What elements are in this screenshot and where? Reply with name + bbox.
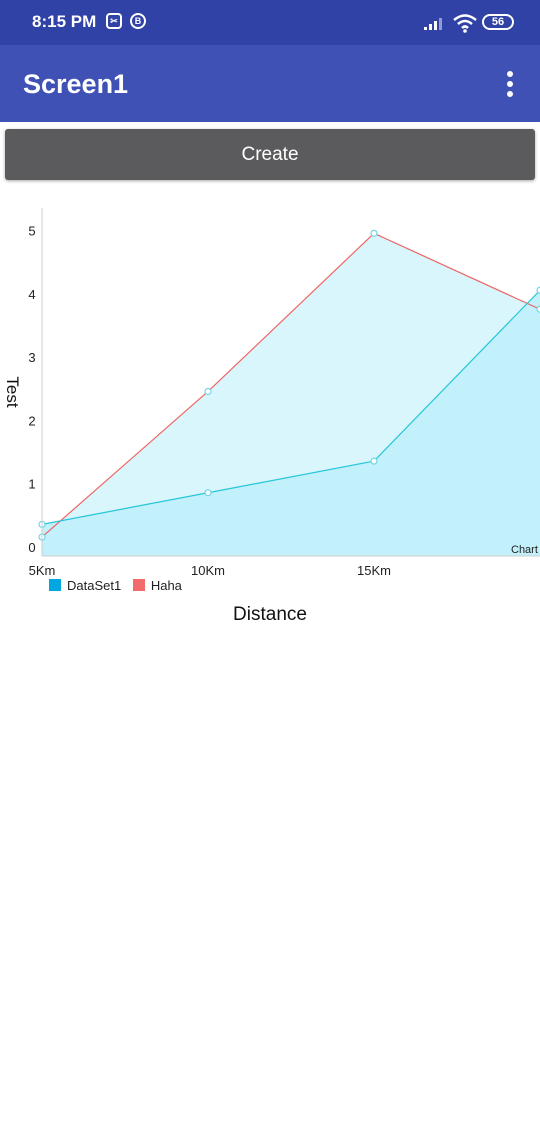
wifi-icon: [453, 14, 477, 33]
chart-svg: 0 1 2 3 4 5 5Km 10Km 15Km: [28, 208, 540, 578]
data-point-haha-1: [204, 387, 212, 396]
legend-item-haha: Haha: [132, 578, 182, 593]
status-bar: 8:15 PM ✂ B 56: [0, 0, 540, 45]
x-tick-label: 5Km: [29, 563, 56, 578]
chart: 0 1 2 3 4 5 5Km 10Km 15Km: [0, 190, 540, 640]
series-line-dataset1: [42, 289, 540, 525]
status-time: 8:15 PM: [32, 12, 97, 31]
y-axis-title: Test: [3, 376, 22, 408]
y-tick-label: 0: [28, 540, 35, 555]
y-tick-label: 3: [28, 350, 35, 365]
plot-area: [42, 232, 540, 556]
b-notification-icon: B: [130, 13, 146, 29]
y-tick-label: 5: [28, 224, 35, 239]
app-title: Screen1: [23, 69, 129, 99]
create-button[interactable]: Create: [5, 129, 535, 180]
overflow-menu-icon[interactable]: [500, 71, 520, 99]
x-tick-label: 15Km: [357, 563, 391, 578]
data-point-haha-2: [370, 229, 378, 237]
app-bar: Screen1: [0, 45, 540, 122]
signal-icon: [424, 18, 442, 30]
legend-label-dataset1: DataSet1: [67, 578, 122, 593]
y-tick-label: 1: [28, 477, 35, 492]
legend-swatch-haha: [132, 579, 145, 591]
legend-swatch-dataset1: [49, 579, 61, 591]
x-tick-label: 10Km: [191, 563, 225, 578]
x-axis-title: Distance: [233, 604, 307, 625]
chart-legend: DataSet1 Haha: [49, 578, 190, 594]
legend-item-dataset1: DataSet1: [49, 578, 121, 593]
data-point-dataset1-3: [536, 286, 540, 294]
battery-icon: 56: [482, 14, 514, 30]
legend-label-haha: Haha: [150, 578, 182, 593]
series-line-haha: [42, 232, 540, 538]
data-point-dataset1-1: [204, 489, 212, 497]
y-tick-label: 4: [28, 287, 35, 302]
chart-description: Chart: [511, 544, 538, 556]
data-point-dataset1-2: [370, 457, 378, 465]
data-point-haha-3: [536, 305, 540, 313]
app-notification-icon: ✂: [106, 13, 122, 29]
area-fill-dataset1: [42, 290, 540, 556]
y-tick-label: 2: [28, 413, 35, 428]
